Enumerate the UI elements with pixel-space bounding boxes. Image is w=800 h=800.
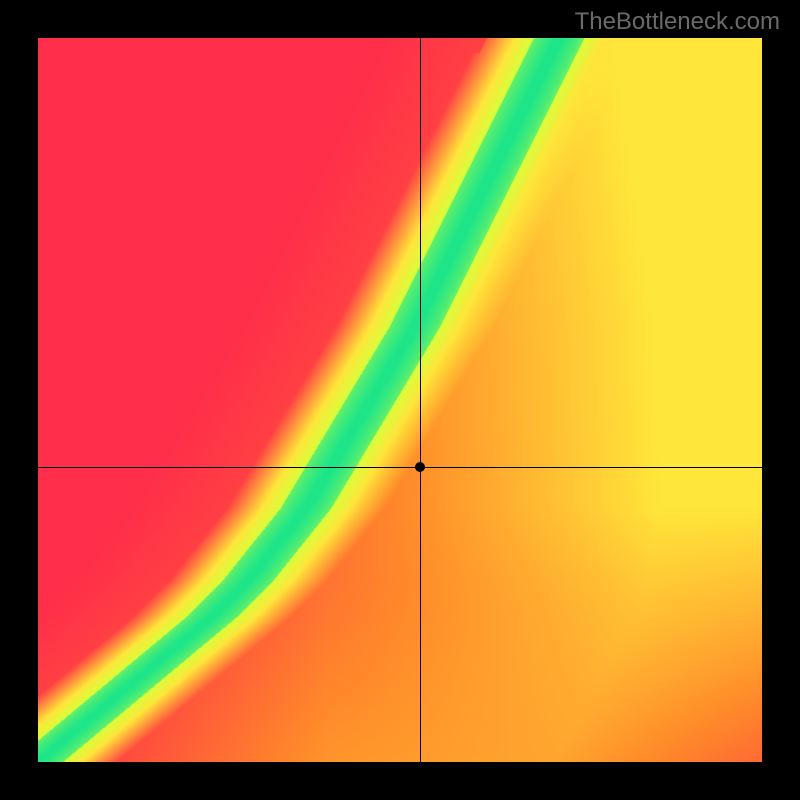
crosshair-horizontal <box>38 467 762 468</box>
watermark-text: TheBottleneck.com <box>575 8 780 36</box>
heatmap-chart <box>38 38 762 762</box>
crosshair-vertical <box>420 38 421 762</box>
heatmap-canvas <box>38 38 762 762</box>
data-point-marker <box>415 462 425 472</box>
